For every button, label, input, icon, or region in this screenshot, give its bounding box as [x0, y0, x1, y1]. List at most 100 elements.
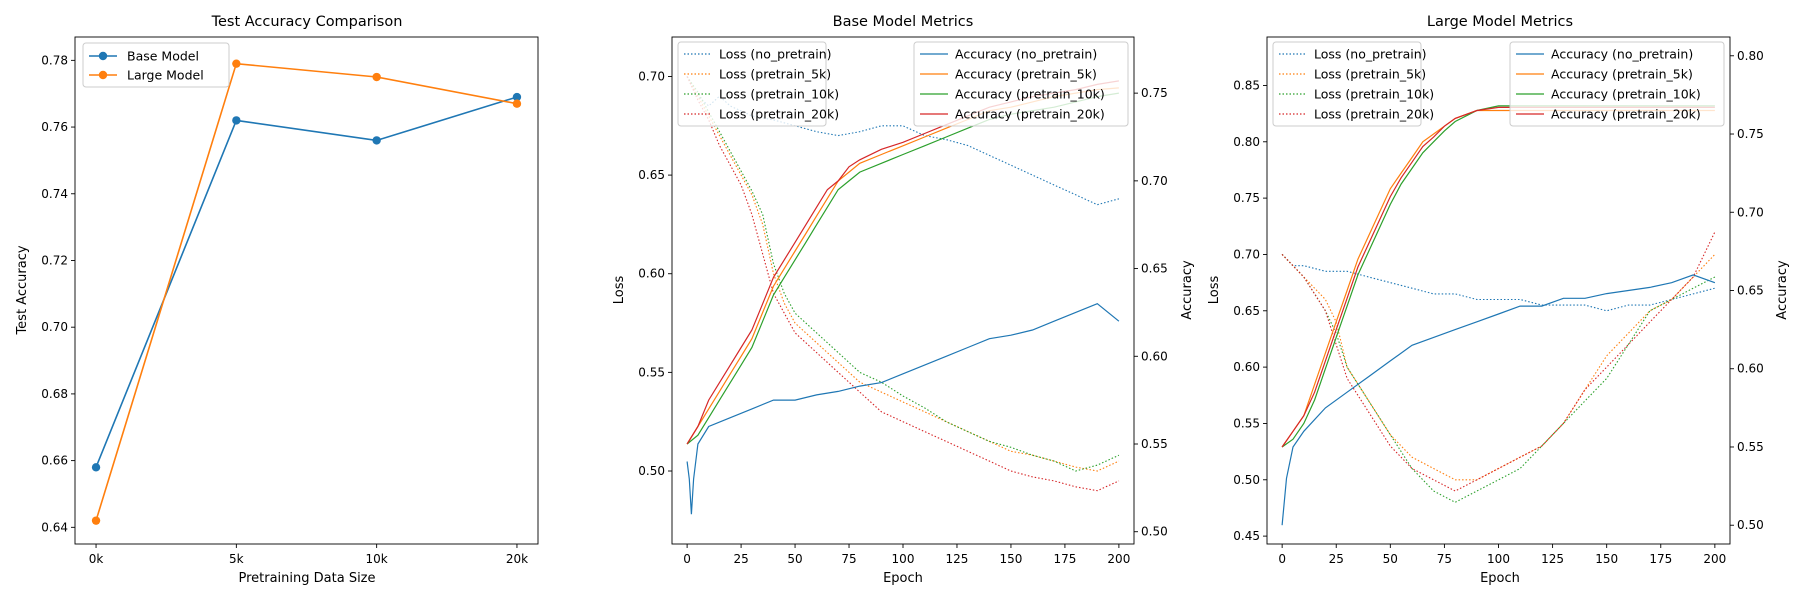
y-tick-label: 0.64 — [41, 520, 68, 534]
x-tick-label: 20k — [506, 552, 528, 566]
legend-label: Accuracy (pretrain_5k) — [955, 67, 1097, 82]
data-point-base-model — [512, 92, 522, 102]
series-line-accuracy-no-pretrain — [1281, 274, 1716, 526]
legend-box-accuracy — [913, 41, 1129, 127]
y-tick-label: 0.72 — [41, 253, 68, 267]
y-tick-label-left: 0.50 — [638, 464, 665, 478]
y-axis-label-left: Loss — [612, 276, 627, 305]
x-tick-label: 50 — [787, 552, 802, 566]
legend-label: Loss (pretrain_20k) — [719, 107, 839, 122]
x-tick-label: 175 — [1649, 552, 1672, 566]
y-tick-label-left: 0.65 — [1233, 304, 1260, 318]
y-tick-label-right: 0.75 — [1141, 86, 1168, 100]
series-line-loss-no-pretrain — [1281, 254, 1716, 312]
data-point-base-model — [91, 463, 101, 472]
chart-title: Test Accuracy Comparison — [211, 14, 403, 30]
x-tick-label: 0 — [683, 552, 691, 566]
y-tick-label-left: 0.55 — [1233, 416, 1260, 430]
data-point-large-model — [232, 59, 241, 68]
x-tick-label: 125 — [946, 552, 969, 566]
x-tick-label: 0 — [1278, 552, 1286, 566]
legend-label: Accuracy (pretrain_20k) — [955, 107, 1105, 122]
x-tick-label: 5k — [229, 552, 244, 566]
chart-title: Large Model Metrics — [1427, 14, 1573, 30]
data-point-large-model — [372, 72, 381, 82]
x-tick-label: 150 — [999, 552, 1022, 566]
x-tick-label: 175 — [1053, 552, 1076, 566]
y-tick-label-right: 0.50 — [1737, 518, 1764, 532]
y-tick-label-left: 0.55 — [638, 365, 665, 379]
x-tick-label: 50 — [1383, 552, 1398, 566]
y-tick-label-left: 0.70 — [638, 69, 665, 83]
x-tick-label: 100 — [1487, 552, 1510, 566]
data-point-base-model — [232, 116, 241, 125]
data-point-large-model — [91, 516, 101, 525]
x-axis-label: Epoch — [883, 571, 923, 586]
y-tick-label-right: 0.50 — [1141, 525, 1168, 539]
y-axis-label-right: Accuracy — [1180, 260, 1195, 320]
y-tick-label-right: 0.70 — [1141, 174, 1168, 188]
legend-box-loss — [677, 41, 827, 127]
x-tick-label: 200 — [1703, 552, 1726, 566]
data-point-base-model — [372, 136, 381, 145]
series-line-loss-pretrain-20k — [686, 76, 1120, 492]
legend-label: Accuracy (no_pretrain) — [1551, 47, 1693, 62]
y-tick-label: 0.70 — [41, 320, 68, 334]
x-axis-label: Epoch — [1480, 571, 1520, 586]
y-tick-label-left: 0.60 — [1233, 360, 1260, 374]
y-tick-label-right: 0.60 — [1141, 349, 1168, 363]
y-tick-label-left: 0.70 — [1233, 247, 1260, 261]
y-tick-label-right: 0.65 — [1737, 284, 1764, 298]
x-tick-label: 75 — [841, 552, 856, 566]
y-tick-label-left: 0.65 — [638, 168, 665, 182]
y-axis-label-left: Loss — [1207, 276, 1222, 305]
x-axis-label: Pretraining Data Size — [238, 571, 375, 586]
chart-title: Base Model Metrics — [833, 14, 974, 30]
y-tick-label-left: 0.45 — [1233, 529, 1260, 543]
y-tick-label-right: 0.70 — [1737, 205, 1764, 219]
series-line-loss-pretrain-5k — [686, 76, 1120, 472]
plot-frame — [74, 36, 539, 545]
x-tick-label: 125 — [1541, 552, 1564, 566]
legend-box-loss — [1272, 41, 1422, 127]
y-axis-label-right: Accuracy — [1775, 260, 1790, 320]
legend-label: Accuracy (no_pretrain) — [955, 47, 1097, 62]
legend-label: Large Model — [127, 68, 204, 83]
x-tick-label: 10k — [366, 552, 388, 566]
y-tick-label-left: 0.50 — [1233, 473, 1260, 487]
y-tick-label-left: 0.75 — [1233, 191, 1260, 205]
legend-label: Accuracy (pretrain_5k) — [1551, 67, 1693, 82]
legend-box — [82, 42, 230, 88]
test-accuracy-comparison-chart: Test Accuracy Comparison Pretraining Dat… — [15, 14, 539, 586]
y-tick-label-right: 0.75 — [1737, 127, 1764, 141]
legend-label: Loss (pretrain_5k) — [1314, 67, 1426, 82]
x-tick-label: 75 — [1437, 552, 1452, 566]
y-tick-label-left: 0.60 — [638, 267, 665, 281]
y-tick-label-right: 0.55 — [1141, 437, 1168, 451]
y-tick-label-left: 0.85 — [1233, 78, 1260, 92]
x-tick-label: 200 — [1107, 552, 1130, 566]
base-model-metrics-chart: Base Model Metrics Epoch Loss Accuracy 0… — [612, 14, 1195, 586]
legend-marker — [98, 70, 108, 80]
y-tick-label: 0.66 — [41, 454, 68, 468]
y-tick-label: 0.78 — [41, 53, 68, 67]
data-point-large-model — [512, 99, 522, 108]
legend-box-accuracy — [1509, 41, 1725, 127]
legend-label: Loss (pretrain_10k) — [719, 87, 839, 102]
y-tick-label-right: 0.60 — [1737, 362, 1764, 376]
x-tick-label: 0k — [89, 552, 104, 566]
y-tick-label: 0.68 — [41, 387, 68, 401]
y-tick-label: 0.76 — [41, 120, 68, 134]
y-tick-label-right: 0.55 — [1737, 440, 1764, 454]
y-tick-label: 0.74 — [41, 187, 68, 201]
y-tick-label-left: 0.80 — [1233, 135, 1260, 149]
series-line-large-model — [95, 62, 518, 521]
x-tick-label: 100 — [892, 552, 915, 566]
x-tick-label: 25 — [733, 552, 748, 566]
y-axis-label: Test Accuracy — [15, 245, 30, 335]
legend-label: Accuracy (pretrain_10k) — [955, 87, 1105, 102]
legend-label: Accuracy (pretrain_20k) — [1551, 107, 1701, 122]
legend-label: Loss (no_pretrain) — [719, 47, 832, 62]
